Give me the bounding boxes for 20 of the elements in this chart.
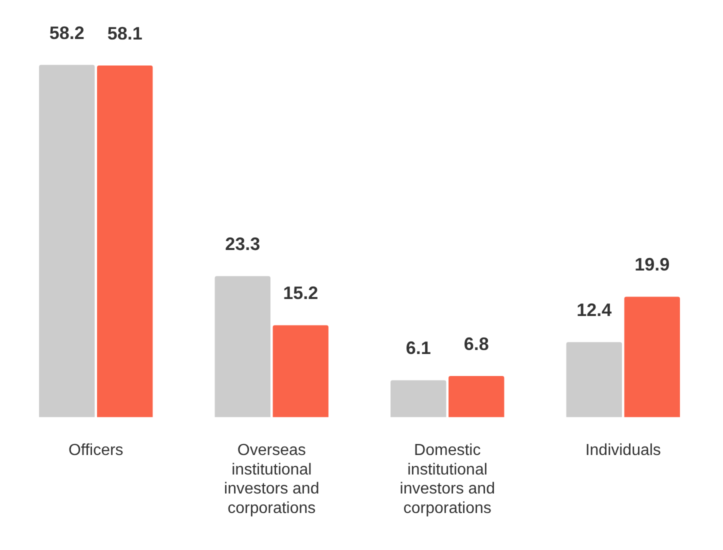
bar [566,342,622,418]
data-label: 58.2 [49,22,84,43]
data-label: 6.8 [464,334,489,354]
bar [448,376,504,418]
data-label: 58.1 [107,23,142,44]
data-label: 19.9 [634,254,670,275]
x-tick-label: Domestic institutional investors and corporations [400,442,495,517]
bar [214,276,270,418]
bar [624,296,680,418]
bar [97,66,153,418]
x-tick-label: Individuals [585,442,661,460]
x-tick-label: Overseas institutional investors and corporations [224,442,320,517]
data-label: 23.3 [225,234,260,254]
bar [390,380,446,418]
x-tick-label: Officers [68,442,124,460]
bar [272,325,328,418]
bar [39,64,95,418]
data-label: 15.2 [283,283,318,304]
data-label: 12.4 [576,300,612,320]
data-label: 6.1 [406,338,431,358]
